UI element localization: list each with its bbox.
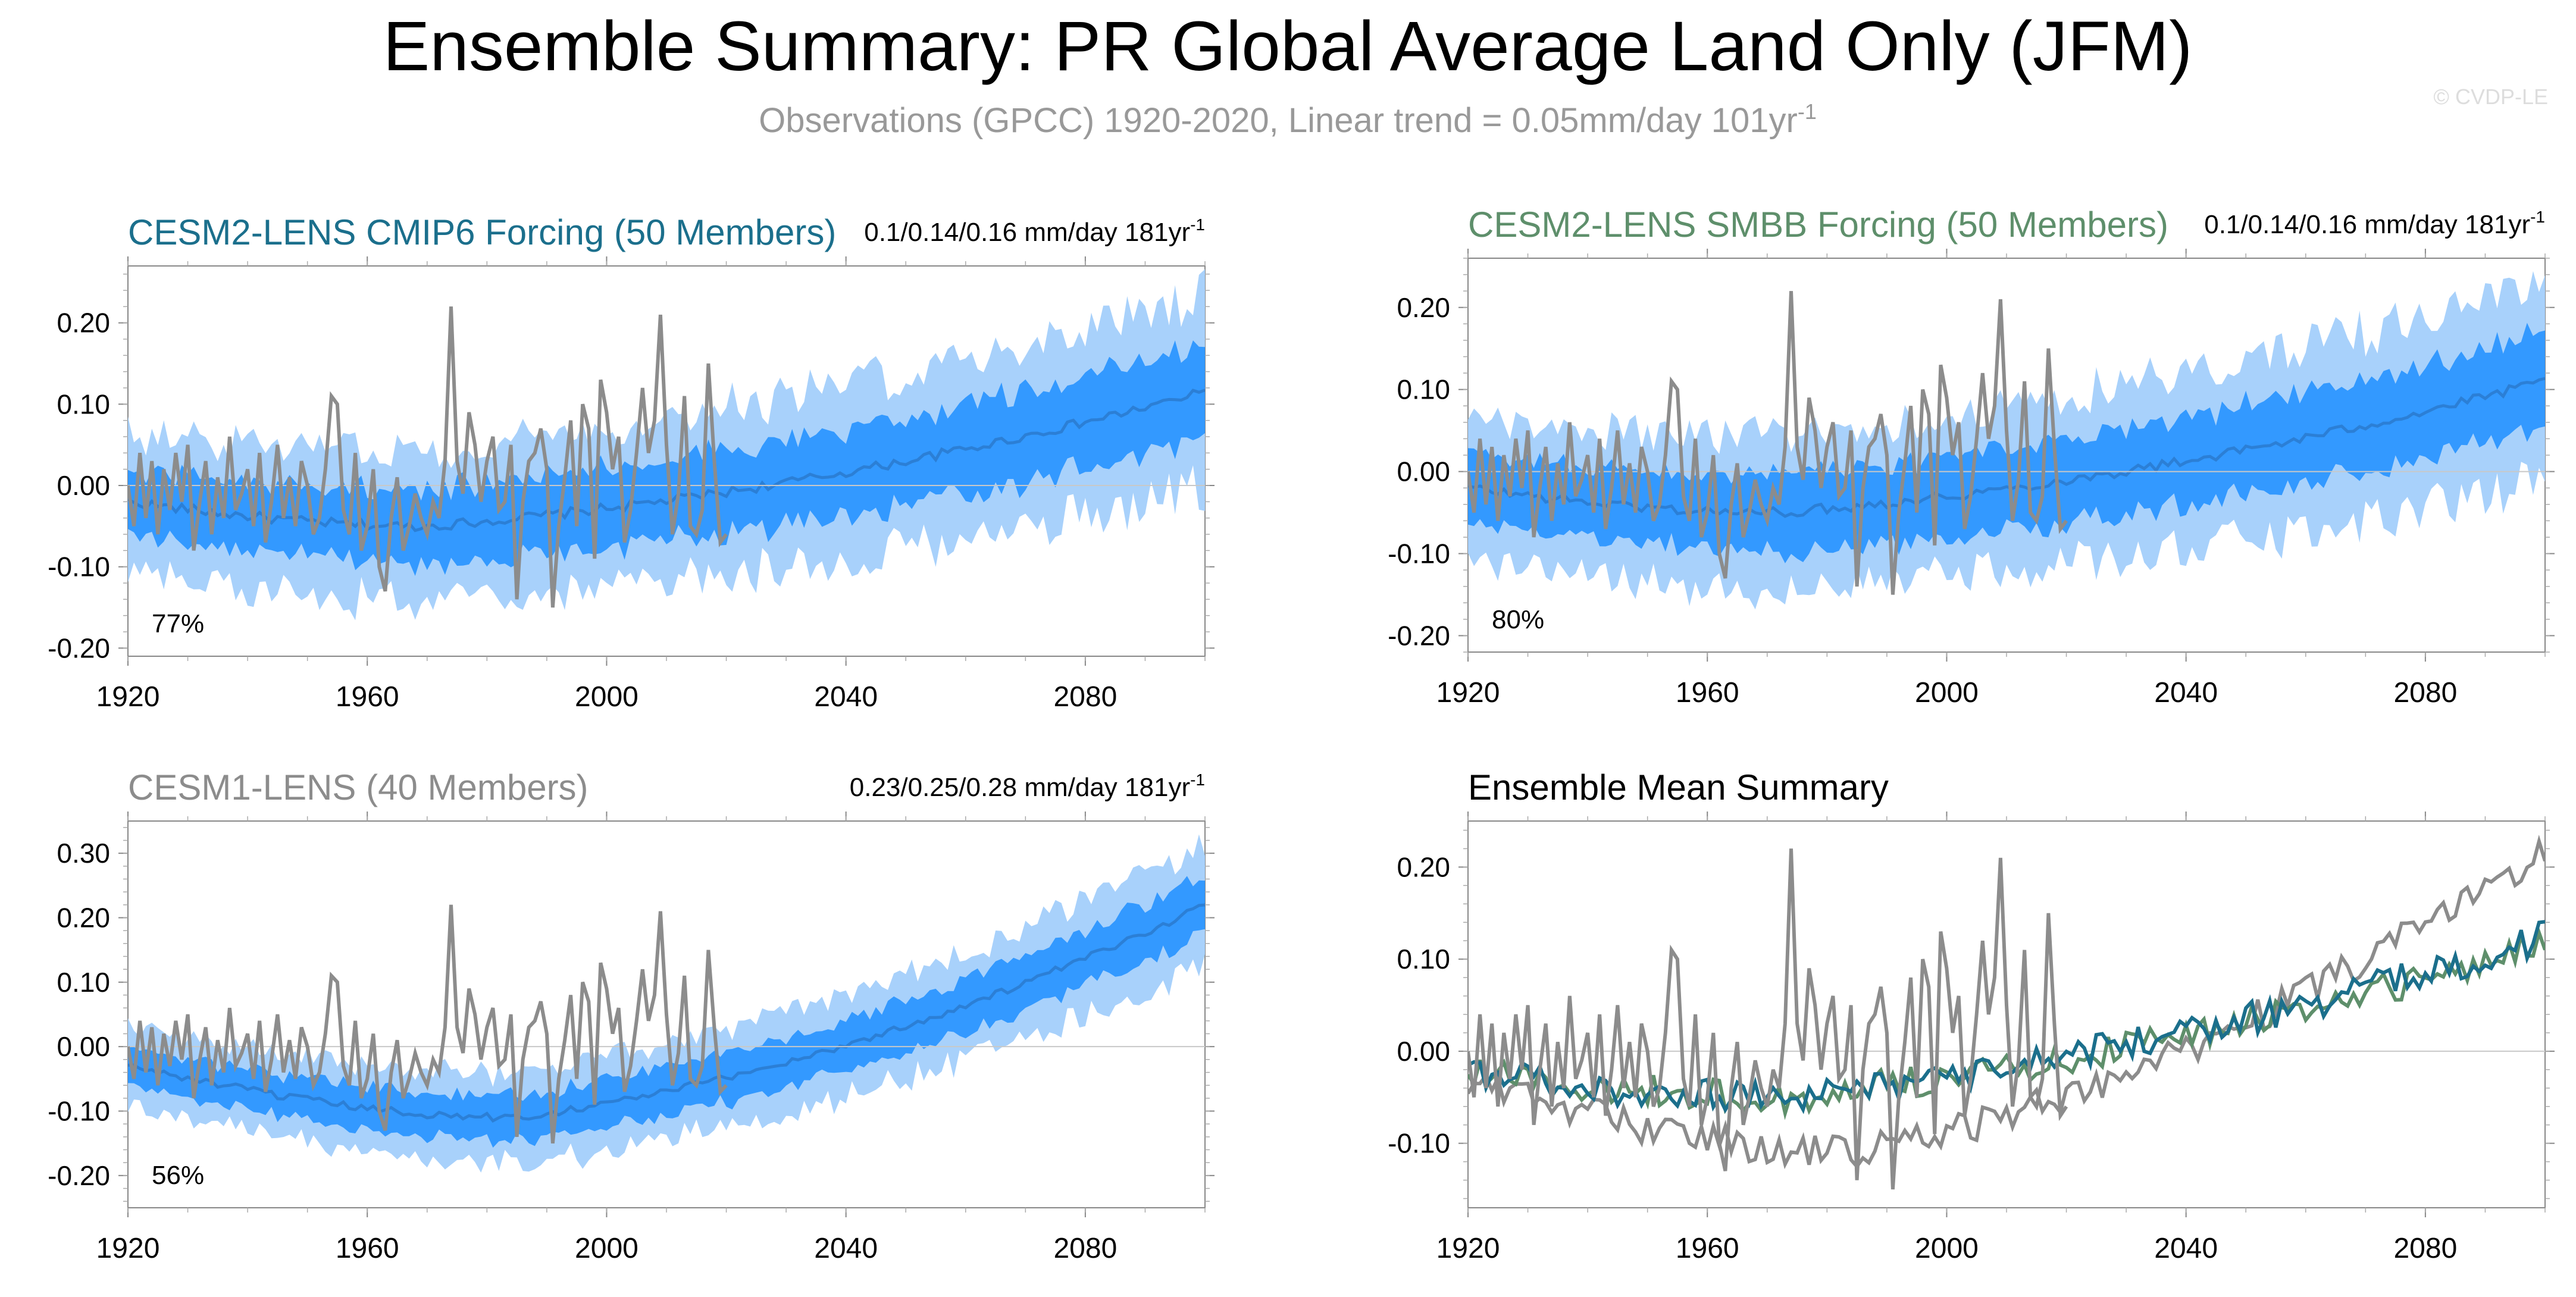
- x-tick-label: 2080: [2393, 677, 2457, 709]
- observations-line: [1468, 848, 2068, 1190]
- y-tick-label: -0.10: [1388, 1128, 1450, 1159]
- percent-label: 80%: [1492, 605, 1544, 634]
- observations-line: [128, 306, 728, 608]
- x-tick-label: 2000: [1915, 677, 1979, 709]
- panel-title: Ensemble Mean Summary: [1468, 767, 1889, 807]
- x-tick-label: 2080: [2393, 1233, 2457, 1264]
- figure-subtitle: Observations (GPCC) 1920-2020, Linear tr…: [759, 99, 1817, 140]
- y-tick-label: 0.30: [57, 838, 110, 869]
- y-tick-label: -0.20: [48, 632, 110, 663]
- y-tick-label: -0.10: [48, 1096, 110, 1127]
- trend-label-sup: -1: [1190, 215, 1205, 234]
- ensemble-mean-line: [128, 389, 1205, 532]
- trend-label-text: 0.1/0.14/0.16 mm/day 181yr: [2204, 210, 2530, 239]
- x-tick-label: 2040: [2154, 677, 2218, 709]
- x-tick-label: 1920: [96, 681, 160, 713]
- trend-label-sup: -1: [2530, 208, 2545, 226]
- series-line-cesm2_cmip6: [1468, 920, 2545, 1114]
- series-line-cesm2_smbb: [1468, 926, 2545, 1120]
- figure-title: Ensemble Summary: PR Global Average Land…: [383, 7, 2193, 86]
- x-tick-label: 2000: [1915, 1233, 1979, 1264]
- x-tick-label: 2040: [814, 1233, 878, 1264]
- percent-label: 56%: [152, 1161, 204, 1190]
- y-tick-label: 0.10: [57, 389, 110, 419]
- panel-title: CESM1-LENS (40 Members): [128, 767, 589, 807]
- y-tick-label: -0.10: [48, 552, 110, 582]
- panel-title: CESM2-LENS SMBB Forcing (50 Members): [1468, 205, 2168, 245]
- y-tick-label: -0.10: [1388, 538, 1450, 569]
- x-tick-label: 2040: [814, 681, 878, 713]
- y-tick-label: 0.00: [57, 470, 110, 501]
- trend-label-text: 0.1/0.14/0.16 mm/day 181yr: [864, 218, 1190, 247]
- x-tick-label: 2000: [575, 681, 638, 713]
- y-tick-label: 0.20: [57, 903, 110, 933]
- y-tick-label: 0.20: [57, 308, 110, 339]
- ensemble-mean-line: [1468, 377, 2545, 518]
- ensemble-mean-line: [128, 903, 1205, 1123]
- ensemble-spread-outer: [128, 834, 1205, 1173]
- panels-group: -0.20 -0.10 0.00 0.10 0.20 1920 1960 2000 2040 20…: [48, 205, 2555, 1264]
- trend-label: 0.1/0.14/0.16 mm/day 181yr-1: [2204, 208, 2545, 239]
- x-tick-label: 1920: [96, 1233, 160, 1264]
- chart-panel-cesm2-smbb: -0.20 -0.10 0.00 0.10 0.20 1920 1960 2000 2040 20…: [1388, 205, 2555, 709]
- ensemble-spread-inner: [128, 876, 1205, 1148]
- x-tick-label: 1920: [1436, 1233, 1500, 1264]
- plot-area: [1468, 834, 2545, 1190]
- ensemble-spread-inner: [1468, 322, 2545, 563]
- chart-panel-cesm2-cmip6: -0.20 -0.10 0.00 0.10 0.20 1920 1960 2000 2040 20…: [48, 212, 1215, 713]
- observations-line: [1468, 291, 2068, 595]
- y-tick-label: 0.10: [57, 967, 110, 998]
- y-tick-label: 0.20: [1397, 292, 1450, 323]
- plot-area: [1468, 271, 2545, 610]
- trend-label: 0.23/0.25/0.28 mm/day 181yr-1: [850, 770, 1205, 802]
- x-tick-label: 1960: [1676, 1233, 1739, 1264]
- trend-label: 0.1/0.14/0.16 mm/day 181yr-1: [864, 215, 1205, 247]
- y-tick-label: 0.00: [1397, 1036, 1450, 1067]
- panel-title: CESM2-LENS CMIP6 Forcing (50 Members): [128, 212, 836, 252]
- x-tick-label: 1960: [1676, 677, 1739, 709]
- y-tick-label: -0.20: [1388, 620, 1450, 651]
- y-tick-label: 0.00: [1397, 456, 1450, 487]
- x-tick-label: 2040: [2154, 1233, 2218, 1264]
- x-tick-label: 2000: [575, 1233, 638, 1264]
- percent-label: 77%: [152, 609, 204, 638]
- series-line-cesm1: [1468, 834, 2545, 1170]
- x-tick-label: 2080: [1053, 681, 1117, 713]
- y-tick-label: 0.10: [1397, 944, 1450, 975]
- trend-label-sup: -1: [1190, 770, 1205, 789]
- trend-label-text: 0.23/0.25/0.28 mm/day 181yr: [850, 773, 1190, 802]
- plot-area: [128, 269, 1205, 621]
- chart-panel-ensemble-mean-summary: -0.10 0.00 0.10 0.20 1920 1960 2000 2040 2080 Ens…: [1388, 767, 2555, 1264]
- y-tick-label: 0.20: [1397, 851, 1450, 882]
- chart-panel-cesm1: -0.20 -0.10 0.00 0.10 0.20 0.30 1920 1960 2000 20…: [48, 767, 1215, 1264]
- y-tick-label: 0.00: [57, 1031, 110, 1062]
- observations-line: [128, 904, 728, 1144]
- ensemble-spread-inner: [128, 340, 1205, 576]
- watermark: © CVDP-LE: [2433, 84, 2548, 109]
- x-tick-label: 1960: [336, 1233, 399, 1264]
- y-tick-label: -0.20: [48, 1160, 110, 1191]
- figure-subtitle-sup: -1: [1798, 99, 1817, 124]
- x-tick-label: 1960: [336, 681, 399, 713]
- x-tick-label: 2080: [1053, 1233, 1117, 1264]
- x-tick-label: 1920: [1436, 677, 1500, 709]
- y-tick-label: 0.10: [1397, 374, 1450, 405]
- plot-area: [128, 834, 1205, 1173]
